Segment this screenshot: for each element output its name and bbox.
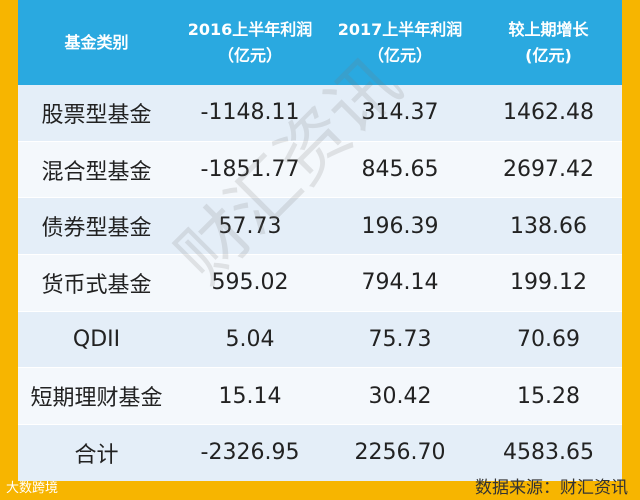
table-cell: 债券型基金 [18,197,175,255]
table-cell: 30.42 [325,367,475,425]
header-line: （亿元） [367,45,432,65]
header-line: 较上期增长 [508,19,589,39]
table-cell: QDII [18,310,175,368]
table-cell: 845.65 [325,140,475,198]
table-row: 混合型基金 -1851.77 845.65 2697.42 [18,140,622,198]
table-cell: 196.39 [325,197,475,255]
header-cell: 基金类别 [18,0,175,85]
table-row: 货币式基金 595.02 794.14 199.12 [18,254,622,312]
table-row: 股票型基金 -1148.11 314.37 1462.48 [18,85,622,142]
table-cell: 1462.48 [475,85,622,142]
table-cell: -2326.95 [175,424,325,481]
table-cell: 股票型基金 [18,85,175,142]
header-cell: 2017上半年利润 （亿元） [325,0,475,85]
table-cell: 794.14 [325,254,475,312]
header-line: (亿元) [525,45,572,65]
table-cell: 314.37 [325,85,475,142]
table-cell: 合计 [18,424,175,481]
header-cell: 较上期增长 (亿元) [475,0,622,85]
table-cell: 货币式基金 [18,254,175,312]
table-cell: 75.73 [325,310,475,368]
table-row: QDII 5.04 75.73 70.69 [18,310,622,368]
table-cell: 199.12 [475,254,622,312]
table-cell: 15.28 [475,367,622,425]
table-cell: 4583.65 [475,424,622,481]
table-cell: 595.02 [175,254,325,312]
source-note: 数据来源：财汇资讯 [475,478,628,498]
table-cell: 混合型基金 [18,140,175,198]
table-cell: 15.14 [175,367,325,425]
table-cell: 70.69 [475,310,622,368]
table-cell: -1851.77 [175,140,325,198]
logo: 大数跨境 [6,481,59,496]
table-row: 短期理财基金 15.14 30.42 15.28 [18,367,622,425]
table-cell: 138.66 [475,197,622,255]
header-cell: 2016上半年利润 （亿元） [175,0,325,85]
header-line: 2017上半年利润 [337,19,463,39]
header-row: 基金类别 2016上半年利润 （亿元） 2017上半年利润 （亿元） 较上期增长 (亿元) [18,0,622,85]
table-cell: -1148.11 [175,85,325,142]
table-cell: 5.04 [175,310,325,368]
header-line: （亿元） [217,45,282,65]
table-row: 债券型基金 57.73 196.39 138.66 [18,197,622,255]
table-cell: 57.73 [175,197,325,255]
table-body: 股票型基金 -1148.11 314.37 1462.48 混合型基金 -1851.77 8… [18,85,622,481]
header-line: 基金类别 [64,32,129,52]
table-cell: 短期理财基金 [18,367,175,425]
table-cell: 2256.70 [325,424,475,481]
data-table: 基金类别 2016上半年利润 （亿元） 2017上半年利润 （亿元） 较上期增长 (亿元) 股… [18,0,622,481]
table-cell: 2697.42 [475,140,622,198]
header-line: 2016上半年利润 [187,19,313,39]
table-row: 合计 -2326.95 2256.70 4583.65 [18,424,622,481]
